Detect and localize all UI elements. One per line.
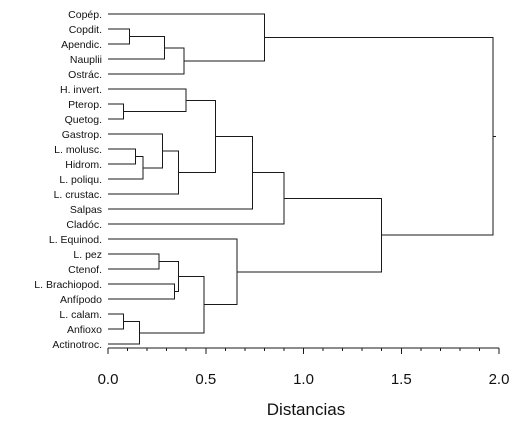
leaf-label-l-equinod: L. Equinod.: [49, 234, 102, 246]
leaf-labels: Copép. Copdit. Apendic. Nauplii Ostrác. H. in…: [34, 9, 102, 351]
x-axis-tick-labels: 0.0 0.5 1.0 1.5 2.0: [98, 371, 510, 388]
leaf-label-copdit: Copdit.: [69, 24, 102, 36]
leaf-label-apendic: Apendic.: [61, 39, 102, 51]
leaf-label-ostrac: Ostrác.: [68, 69, 102, 81]
merge-link-8: [108, 156, 144, 180]
merge-link-20: [108, 238, 238, 306]
x-axis-ticks: [107, 348, 500, 354]
leaf-label-h-invert: H. invert.: [60, 84, 102, 96]
merge-link-6: [108, 88, 187, 112]
leaf-label-l-molusc: L. molusc.: [54, 144, 102, 156]
merge-link-2: [108, 36, 166, 60]
leaf-label-actinotroc: Actinotroc.: [52, 339, 102, 351]
x-tick-label: 2.0: [489, 371, 510, 388]
x-tick-label: 1.5: [391, 371, 412, 388]
merge-link-1: [108, 28, 131, 45]
merge-link-3: [108, 47, 185, 75]
leaf-label-l-pez: L. pez: [73, 249, 102, 261]
merge-link-17: [108, 313, 125, 330]
merge-link-7: [108, 148, 136, 165]
leaf-label-quetog: Quetog.: [65, 114, 102, 126]
leaf-label-anfipodo: Anfípodo: [60, 294, 102, 306]
merge-link-19: [139, 276, 205, 334]
leaf-label-l-poliqu: L. poliqu.: [59, 174, 102, 186]
leaf-label-l-crustac: L. crustac.: [54, 189, 102, 201]
leaf-label-cladoc: Cladóc.: [66, 219, 102, 231]
merge-link-16: [158, 261, 179, 292]
leaf-label-nauplii: Nauplii: [70, 54, 102, 66]
x-tick-label: 0.0: [98, 371, 119, 388]
leaf-label-anfioxo: Anfioxo: [67, 324, 102, 336]
leaf-label-ctenof: Ctenof.: [68, 264, 102, 276]
merge-link-22: [264, 36, 494, 236]
x-axis: 0.0 0.5 1.0 1.5 2.0 Distancias: [98, 347, 510, 419]
x-tick-label: 1.0: [293, 371, 314, 388]
x-axis-title: Distancias: [267, 400, 345, 419]
leaf-label-gastrop: Gastrop.: [62, 129, 102, 141]
leaf-label-hidrom: Hidrom.: [65, 159, 102, 171]
x-tick-label: 0.5: [195, 371, 216, 388]
leaf-label-l-calam: L. calam.: [59, 309, 102, 321]
leaf-label-l-brachiopod: L. Brachiopod.: [34, 279, 102, 291]
leaf-label-salpas: Salpas: [70, 204, 102, 216]
merge-link-4: [108, 13, 265, 62]
dendrogram-branches: [108, 13, 497, 345]
merge-link-5: [108, 103, 125, 120]
merge-link-14: [108, 253, 160, 270]
merge-link-21: [237, 197, 383, 273]
merge-link-15: [108, 283, 175, 300]
merge-link-13: [108, 172, 285, 225]
leaf-label-copep: Copép.: [68, 9, 102, 21]
leaf-label-pterop: Pterop.: [68, 99, 102, 111]
